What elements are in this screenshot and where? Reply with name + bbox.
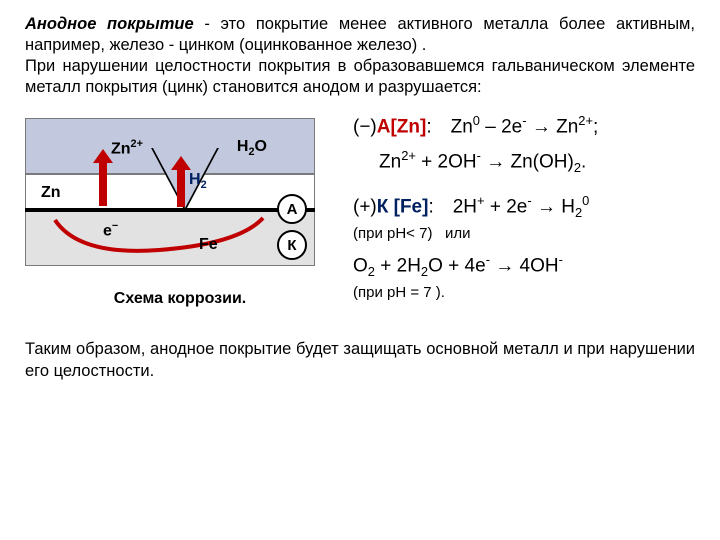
columns: Zn2+ H2O H2 Zn Fe e− А К Схема коррозии.…	[25, 112, 695, 309]
eq-cathode-2: O2 + 2H2O + 4e- → 4OH- (при рН = 7 ).	[353, 251, 695, 304]
electron-curve-icon	[49, 214, 269, 262]
arrow-up-icon	[99, 160, 107, 206]
label-h2: H2	[189, 171, 207, 191]
page: Анодное покрытие - это покрытие менее ак…	[0, 0, 720, 392]
eq-cathode-1: (+)К [Fe]: 2H+ + 2e- → H20 (при рН< 7) и…	[353, 192, 695, 245]
eq-anode-2: Zn2+ + 2OH- → Zn(OH)2.	[353, 147, 695, 178]
cond-acid: (при рН< 7) или	[353, 223, 695, 245]
diagram-caption: Схема коррозии.	[25, 290, 335, 308]
left-column: Zn2+ H2O H2 Zn Fe e− А К Схема коррозии.	[25, 112, 335, 309]
label-zn2plus: Zn2+	[111, 138, 143, 158]
intro-paragraph: Анодное покрытие - это покрытие менее ак…	[25, 14, 695, 98]
corrosion-diagram: Zn2+ H2O H2 Zn Fe e− А К	[25, 118, 315, 278]
label-fe: Fe	[199, 236, 218, 254]
arrow-up-icon	[177, 167, 185, 207]
equations: (−)А[Zn]: Zn0 – 2e- → Zn2+; Zn2+ + 2OH- …	[335, 112, 695, 309]
label-eminus: e−	[103, 220, 118, 240]
cond-neutral: (при рН = 7 ).	[353, 282, 695, 304]
label-h2o: H2O	[237, 138, 267, 158]
eq-anode-1: (−)А[Zn]: Zn0 – 2e- → Zn2+;	[353, 112, 695, 141]
anode-label: А[Zn]	[377, 117, 427, 138]
intro-p2: При нарушении целостности покрытия в обр…	[25, 56, 695, 98]
label-zn: Zn	[41, 184, 61, 202]
footer-note: Таким образом, анодное покрытие будет за…	[25, 339, 695, 382]
cathode-label: К [Fe]	[377, 197, 429, 218]
intro-title: Анодное покрытие	[25, 15, 194, 33]
